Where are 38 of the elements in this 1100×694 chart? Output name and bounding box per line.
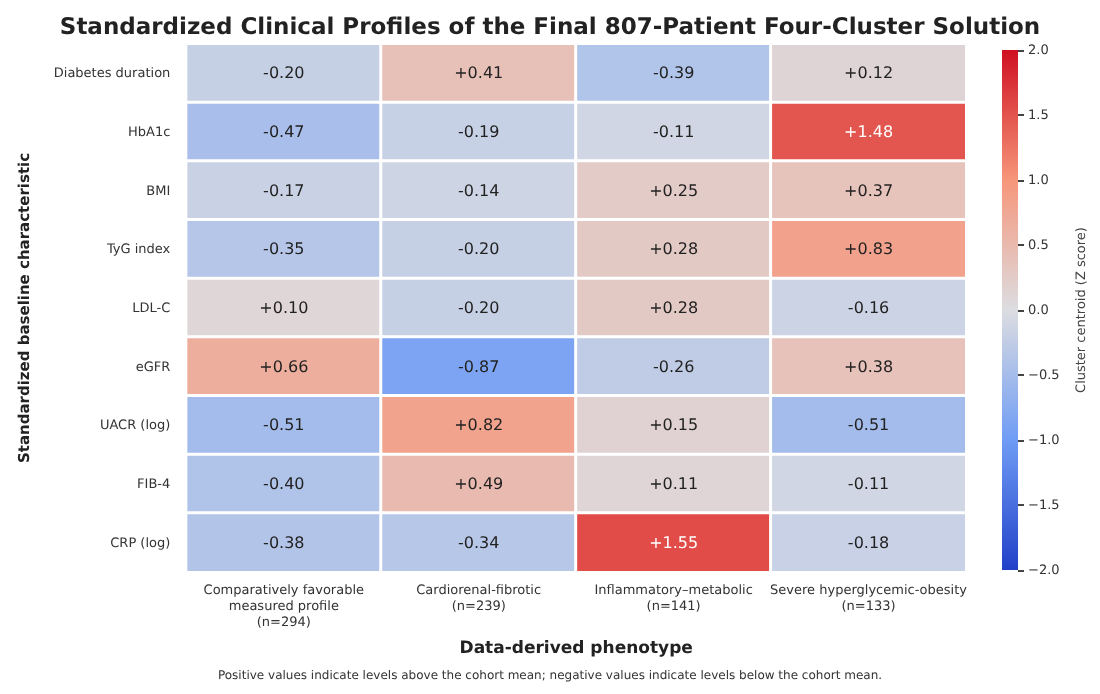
- data-label: -0.51: [847, 416, 890, 435]
- data-label: +0.15: [649, 416, 699, 435]
- data-label: +1.48: [844, 123, 894, 141]
- data-label: -0.20: [458, 299, 500, 317]
- data-label: -0.18: [847, 533, 890, 552]
- data-label: -0.40: [263, 475, 305, 493]
- data-label: +0.25: [649, 181, 699, 200]
- data-label: -0.39: [652, 64, 695, 83]
- data-label: -0.11: [847, 475, 890, 493]
- data-label: -0.47: [263, 123, 305, 141]
- x-axis-title: Data-derived phenotype: [459, 638, 694, 659]
- data-label: +0.82: [454, 416, 504, 435]
- data-label: +0.38: [844, 357, 894, 376]
- data-label: -0.20: [458, 240, 500, 259]
- data-label: -0.20: [263, 64, 305, 83]
- data-label: -0.38: [263, 533, 305, 552]
- data-label: -0.14: [458, 181, 500, 200]
- data-label: -0.16: [847, 299, 890, 317]
- data-label: +0.49: [454, 475, 504, 493]
- data-label: +0.83: [844, 240, 894, 259]
- data-label: -0.11: [652, 123, 695, 141]
- data-label: -0.87: [458, 357, 500, 376]
- data-label: +0.41: [454, 64, 504, 83]
- data-label: +0.37: [844, 181, 894, 200]
- data-label: +0.66: [259, 357, 309, 376]
- data-label: -0.19: [458, 123, 500, 141]
- chart-title: Standardized Clinical Profiles of the Final 807-Patient Four-Cluster Solution: [59, 12, 1041, 40]
- data-label: +0.10: [259, 299, 309, 317]
- data-label: -0.34: [458, 533, 500, 552]
- data-label: -0.26: [652, 357, 695, 376]
- data-label: +0.11: [649, 475, 699, 493]
- data-label: +0.12: [844, 64, 894, 83]
- data-label: -0.35: [263, 240, 305, 259]
- data-label: +1.55: [649, 533, 699, 552]
- data-label: +0.28: [649, 299, 699, 317]
- data-label: -0.17: [263, 181, 305, 200]
- data-label: +0.28: [649, 240, 699, 259]
- data-label: -0.51: [263, 416, 305, 435]
